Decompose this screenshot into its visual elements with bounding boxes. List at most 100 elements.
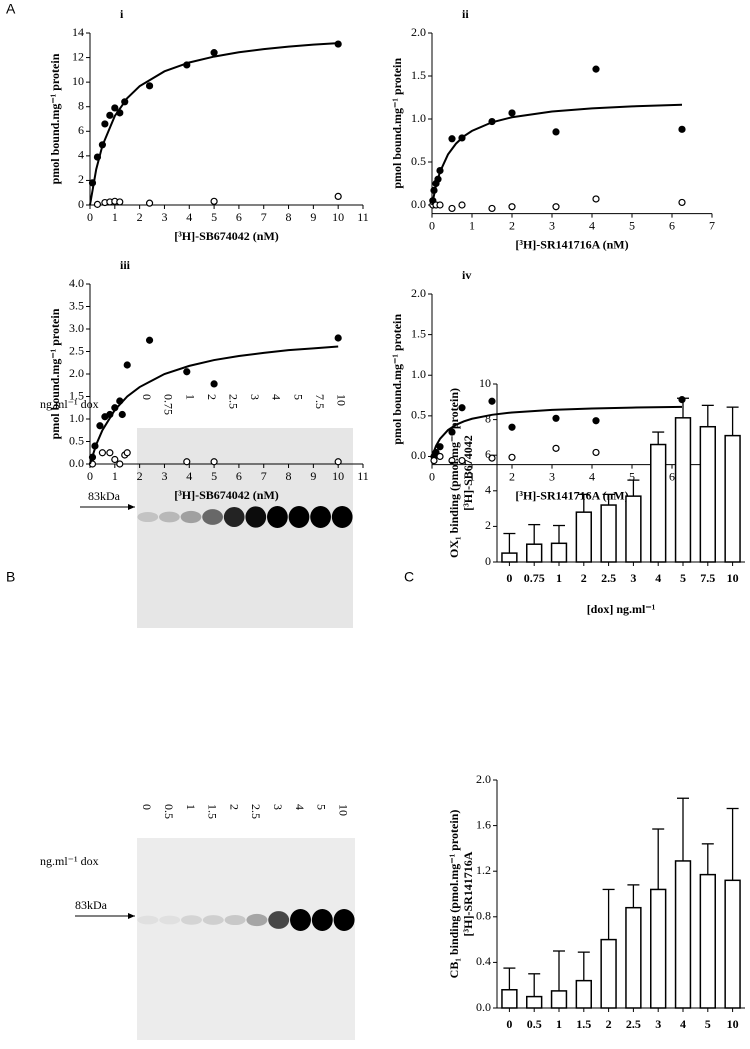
lane-label: 10 xyxy=(334,394,348,406)
open-point xyxy=(488,204,496,213)
kda-label: 83kDa xyxy=(75,898,108,912)
x-tick-label: 3 xyxy=(161,469,167,483)
lane-label: 4 xyxy=(270,394,284,400)
y-tick-label: 1.0 xyxy=(411,111,426,125)
y-tick-label: 1.5 xyxy=(69,388,84,402)
y-tick-label: 1.6 xyxy=(476,817,491,831)
x-tick-label: 1.5 xyxy=(576,1017,591,1031)
x-tick-label: 2 xyxy=(137,469,143,483)
x-tick-label: 3 xyxy=(549,218,555,232)
open-point xyxy=(93,200,102,208)
y-axis-label: pmol bound.mg⁻¹ protein xyxy=(48,53,62,184)
y-tick-label: 12 xyxy=(72,49,84,63)
filled-point xyxy=(111,104,119,112)
lane-label: 5 xyxy=(291,394,305,400)
x-tick-label: 2 xyxy=(509,218,515,232)
blot-band xyxy=(246,913,268,927)
open-point xyxy=(552,203,560,211)
blot-band xyxy=(137,511,159,523)
lane-label: 0 xyxy=(140,804,154,810)
y-tick-label: 2.0 xyxy=(69,366,84,380)
filled-point xyxy=(592,417,600,425)
blot-band xyxy=(245,506,267,528)
lane-label: 0.75 xyxy=(162,394,176,415)
open-point xyxy=(552,444,560,452)
x-tick-label: 6 xyxy=(669,218,675,232)
dose-label: ng.ml⁻¹ dox xyxy=(40,854,99,868)
filled-point xyxy=(678,396,686,404)
y-tick-label: 0.5 xyxy=(411,154,426,168)
y-tick-label: 10 xyxy=(479,376,491,390)
bar xyxy=(650,888,667,1009)
x-tick-label: 7 xyxy=(709,218,715,232)
blot-band xyxy=(310,506,331,528)
bar xyxy=(526,543,543,563)
filled-point xyxy=(552,414,560,422)
filled-point xyxy=(96,422,104,430)
x-axis-label: [dox] ng.ml⁻¹ xyxy=(587,1048,656,1049)
lane-label: 1 xyxy=(183,394,197,400)
blot-band xyxy=(331,506,353,528)
blot-band xyxy=(290,909,311,931)
open-point xyxy=(210,458,218,466)
lane-label: 1 xyxy=(184,804,198,810)
x-tick-label: 2.5 xyxy=(626,1017,641,1031)
chart-title: iii xyxy=(120,258,131,272)
y-tick-label: 3.5 xyxy=(69,298,84,312)
open-point xyxy=(430,456,438,465)
x-tick-label: 2 xyxy=(606,1017,612,1031)
lane-label: 0.5 xyxy=(162,804,176,819)
y-tick-label: 0.0 xyxy=(411,448,426,462)
chart-title: ii xyxy=(462,7,469,21)
blot-band xyxy=(223,507,245,527)
y-tick-label: 0.4 xyxy=(476,954,491,968)
filled-point xyxy=(448,135,456,143)
x-tick-label: 6 xyxy=(236,469,242,483)
filled-point xyxy=(145,82,154,90)
bar xyxy=(625,495,642,563)
fit-line xyxy=(89,345,339,465)
y-axis-label: pmol bound.mg⁻¹ protein xyxy=(390,314,404,445)
filled-point xyxy=(123,361,131,369)
lane-label: 4 xyxy=(293,804,307,810)
y-tick-label: 4 xyxy=(78,148,84,162)
y-tick-label: 0.0 xyxy=(476,1000,491,1014)
filled-point xyxy=(508,109,516,117)
x-tick-label: 9 xyxy=(310,469,316,483)
x-tick-label: 0 xyxy=(429,469,435,483)
x-tick-label: 4 xyxy=(186,469,192,483)
fit-line xyxy=(431,405,683,457)
panel-label: B xyxy=(6,569,15,585)
panel-label: C xyxy=(404,569,414,585)
y-tick-label: 6 xyxy=(78,123,84,137)
fit-line xyxy=(89,42,339,206)
dose-label: ng.ml⁻¹ dox xyxy=(40,397,99,411)
filled-point xyxy=(436,443,444,451)
y-tick-label: 6 xyxy=(485,447,491,461)
open-point xyxy=(508,203,516,211)
x-tick-label: 0.75 xyxy=(524,571,545,585)
open-point xyxy=(678,198,686,207)
x-tick-label: 3 xyxy=(549,469,555,483)
blot-band xyxy=(311,909,333,931)
lane-label: 1.5 xyxy=(206,804,220,819)
x-tick-label: 4 xyxy=(680,1017,686,1031)
open-point xyxy=(98,449,107,457)
filled-point xyxy=(458,404,466,412)
bar xyxy=(724,879,741,1009)
lane-label: 10 xyxy=(336,804,350,816)
x-tick-label: 0 xyxy=(87,210,93,224)
filled-point xyxy=(145,336,154,344)
bar xyxy=(575,979,592,1009)
open-point xyxy=(111,455,119,464)
x-tick-label: 11 xyxy=(357,469,369,483)
chart-title: iv xyxy=(462,268,471,282)
kda-label: 83kDa xyxy=(88,489,121,503)
y-tick-label: 2 xyxy=(78,172,84,186)
x-tick-label: 3 xyxy=(655,1017,661,1031)
x-axis-label: [³H]-SR141716A (nM) xyxy=(515,488,628,502)
x-tick-label: 3 xyxy=(161,210,167,224)
bar xyxy=(600,504,617,563)
blot-band xyxy=(159,915,181,925)
filled-point xyxy=(101,120,109,128)
